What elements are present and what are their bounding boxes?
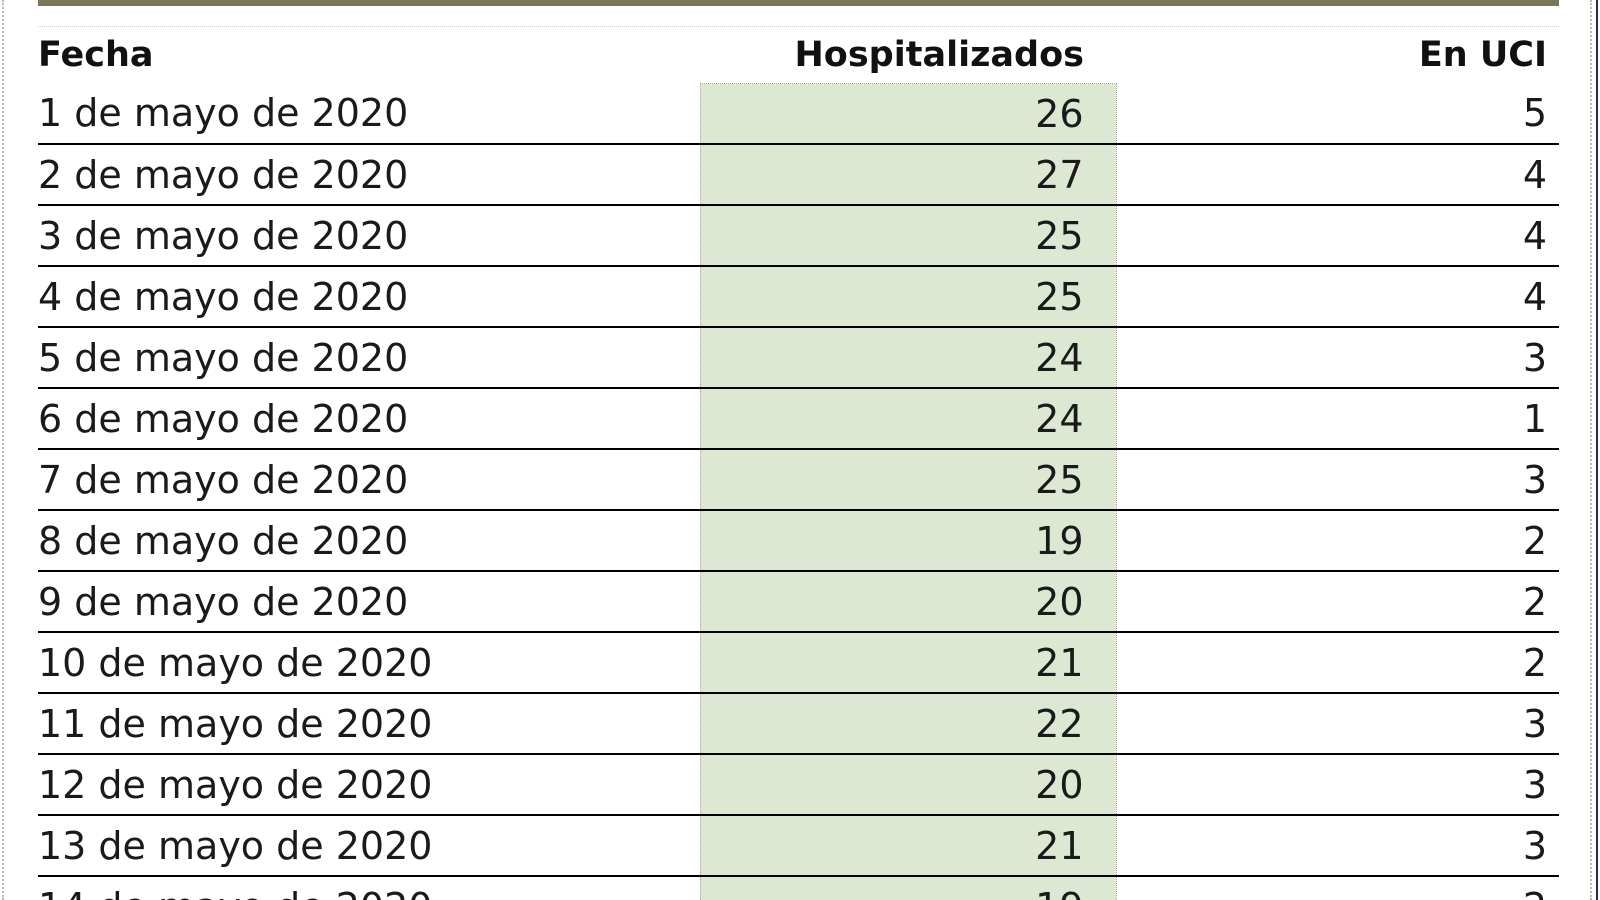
table-row: 12 de mayo de 2020 20 3 [38,754,1559,816]
table-row: 7 de mayo de 2020 25 3 [38,449,1559,511]
cell-en-uci: 2 [1116,510,1559,572]
cell-hospitalizados: 21 [699,815,1117,877]
right-dotted-guide [1590,0,1592,900]
cell-fecha: 7 de mayo de 2020 [38,449,700,511]
table-row: 11 de mayo de 2020 22 3 [38,693,1559,755]
cell-fecha: 5 de mayo de 2020 [38,327,700,389]
cell-hospitalizados: 20 [699,754,1117,816]
header-hospitalizados: Hospitalizados [794,34,1085,75]
cell-hospitalizados: 25 [699,449,1117,511]
data-table-wrapper: Fecha Hospitalizados En UCI 1 de mayo de… [38,26,1559,900]
cell-fecha: 4 de mayo de 2020 [38,266,700,328]
cell-hospitalizados: 24 [699,388,1117,450]
cell-fecha: 8 de mayo de 2020 [38,510,700,572]
right-border-edge [1596,0,1598,900]
cell-hospitalizados: 25 [699,205,1117,267]
cell-fecha: 10 de mayo de 2020 [38,632,700,694]
table-row: 2 de mayo de 2020 27 4 [38,144,1559,206]
cell-fecha: 9 de mayo de 2020 [38,571,700,633]
header-en-uci: En UCI [1418,34,1547,75]
data-table: Fecha Hospitalizados En UCI 1 de mayo de… [38,26,1559,900]
cell-en-uci: 4 [1116,144,1559,206]
table-row: 13 de mayo de 2020 21 3 [38,815,1559,877]
table-body: 1 de mayo de 2020 26 5 2 de mayo de 2020 27 4… [38,83,1559,900]
table-row: 5 de mayo de 2020 24 3 [38,327,1559,389]
table-row: 4 de mayo de 2020 25 4 [38,266,1559,328]
cell-hospitalizados: 25 [699,266,1117,328]
table-row: 8 de mayo de 2020 19 2 [38,510,1559,572]
cell-en-uci: 2 [1116,632,1559,694]
header-fecha: Fecha [38,34,154,75]
cell-fecha: 1 de mayo de 2020 [38,83,700,145]
cell-en-uci: 3 [1116,449,1559,511]
cell-fecha: 12 de mayo de 2020 [38,754,700,816]
cell-fecha: 11 de mayo de 2020 [38,693,700,755]
cell-hospitalizados: 24 [699,327,1117,389]
cell-en-uci: 4 [1116,205,1559,267]
cell-fecha: 13 de mayo de 2020 [38,815,700,877]
cell-hospitalizados: 19 [699,510,1117,572]
cell-en-uci: 3 [1116,327,1559,389]
table-row: 9 de mayo de 2020 20 2 [38,571,1559,633]
table-row: 10 de mayo de 2020 21 2 [38,632,1559,694]
cell-fecha: 3 de mayo de 2020 [38,205,700,267]
header-row: Fecha Hospitalizados En UCI [38,26,1559,84]
cell-hospitalizados: 20 [699,571,1117,633]
cell-fecha: 14 de mayo de 2020 [38,876,700,900]
table-header: Fecha Hospitalizados En UCI [38,26,1559,84]
table-row: 3 de mayo de 2020 25 4 [38,205,1559,267]
cell-en-uci: 5 [1116,83,1559,145]
table-row: 6 de mayo de 2020 24 1 [38,388,1559,450]
cell-en-uci: 4 [1116,266,1559,328]
cell-fecha: 2 de mayo de 2020 [38,144,700,206]
cell-en-uci: 3 [1116,815,1559,877]
cell-fecha: 6 de mayo de 2020 [38,388,700,450]
table-top-bar [38,0,1559,6]
left-dotted-guide [2,0,4,900]
cell-hospitalizados: 22 [699,693,1117,755]
cell-hospitalizados: 26 [699,83,1117,145]
cell-en-uci: 2 [1116,876,1559,900]
cell-hospitalizados: 27 [699,144,1117,206]
cell-en-uci: 3 [1116,754,1559,816]
cell-hospitalizados: 19 [699,876,1117,900]
cell-en-uci: 2 [1116,571,1559,633]
cell-en-uci: 1 [1116,388,1559,450]
cell-en-uci: 3 [1116,693,1559,755]
table-row: 1 de mayo de 2020 26 5 [38,83,1559,145]
cell-hospitalizados: 21 [699,632,1117,694]
